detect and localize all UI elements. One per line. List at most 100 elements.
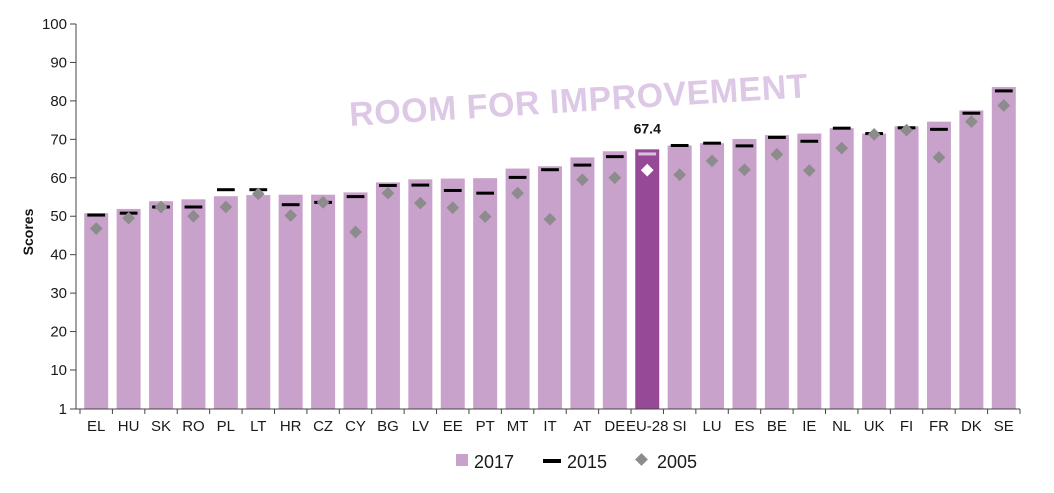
y-tick-label: 70 bbox=[50, 131, 67, 148]
marker-2005-hr bbox=[284, 209, 298, 222]
marker-2015-de bbox=[605, 155, 624, 159]
marker-2015-si bbox=[670, 143, 689, 147]
x-tick-label: SE bbox=[994, 418, 1014, 435]
x-tick-label: BG bbox=[377, 418, 399, 435]
marker-2015-ro bbox=[184, 205, 203, 209]
x-tick-label: EE bbox=[443, 418, 463, 435]
y-tick-label: 40 bbox=[50, 247, 67, 264]
legend-label-2005: 2005 bbox=[657, 452, 697, 472]
bar-si bbox=[667, 145, 692, 410]
y-tick-label: 80 bbox=[50, 93, 67, 110]
bar-at bbox=[570, 157, 595, 409]
bar-hr bbox=[278, 194, 303, 409]
marker-2015-pl bbox=[216, 188, 235, 192]
marker-2015-fr bbox=[930, 127, 948, 131]
x-tick-label: CZ bbox=[313, 418, 333, 435]
x-tick-label: DE bbox=[604, 418, 625, 435]
y-tick-label: 1 bbox=[59, 401, 67, 418]
x-tick-label: NL bbox=[832, 418, 851, 435]
x-axis: EL HU SK RO PL LT HR CZ CY BG LV EE PT MT IT AT DE EU-28 S… bbox=[76, 408, 1021, 435]
y-tick-label: 90 bbox=[50, 54, 67, 71]
x-tick-label: LT bbox=[250, 418, 266, 435]
bar-de bbox=[602, 151, 627, 410]
legend-label-2015: 2015 bbox=[567, 452, 607, 472]
y-axis-label: Scores bbox=[20, 208, 36, 255]
bar-sk bbox=[149, 201, 174, 409]
marker-2015-es bbox=[735, 144, 754, 148]
bar-nl bbox=[829, 128, 854, 409]
marker-2015-pt bbox=[476, 191, 495, 195]
y-tick-label: 100 bbox=[42, 16, 67, 33]
y-tick-label: 50 bbox=[50, 208, 67, 225]
x-tick-label: HU bbox=[118, 418, 140, 435]
x-tick-label: HR bbox=[280, 418, 302, 435]
bar-hu bbox=[116, 208, 141, 409]
y-tick-label: 10 bbox=[50, 362, 67, 379]
x-tick-label: MT bbox=[507, 418, 529, 435]
x-tick-label: FR bbox=[929, 418, 949, 435]
x-tick-label: PT bbox=[476, 418, 495, 435]
bar-es bbox=[732, 138, 757, 409]
marker-2005-cz bbox=[316, 196, 330, 209]
bar-cy bbox=[343, 192, 368, 409]
bar-mt bbox=[505, 168, 530, 409]
bar-it bbox=[538, 166, 562, 409]
bar-lt bbox=[246, 195, 271, 409]
marker-2015-it bbox=[541, 168, 559, 172]
marker-2005-hu bbox=[122, 211, 135, 225]
annotation-room-for-improvement: ROOM FOR IMPROVEMENT bbox=[348, 67, 809, 134]
bars-2017 bbox=[84, 87, 1016, 410]
marker-2005-pl bbox=[219, 200, 233, 214]
marker-2005-lv bbox=[413, 196, 427, 210]
x-tick-label: SI bbox=[673, 418, 687, 435]
x-tick-label: PL bbox=[217, 418, 235, 435]
y-tick-label: 30 bbox=[50, 285, 67, 302]
bar-ro bbox=[181, 199, 206, 409]
y-tick-label: 60 bbox=[50, 170, 67, 187]
marker-2015-dk bbox=[962, 111, 981, 115]
legend-swatch-2017 bbox=[456, 454, 468, 466]
x-tick-label: BE bbox=[767, 418, 787, 435]
y-tick-label: 20 bbox=[50, 324, 67, 341]
marker-2015-ie bbox=[800, 139, 819, 143]
marker-2015-nl bbox=[832, 126, 851, 130]
x-tick-label: FI bbox=[900, 418, 913, 435]
x-tick-label: EU-28 bbox=[626, 418, 669, 435]
marker-2005-el bbox=[89, 222, 103, 235]
x-tick-label: LV bbox=[412, 418, 429, 435]
bar-eu-28 bbox=[635, 149, 660, 409]
legend-swatch-2015 bbox=[543, 459, 561, 463]
bar-fr bbox=[926, 121, 951, 409]
marker-2005-ee bbox=[446, 201, 460, 215]
marker-2015-be bbox=[768, 135, 786, 139]
x-tick-label: RO bbox=[182, 418, 205, 435]
marker-2015-at bbox=[573, 163, 592, 167]
marker-2015-hr bbox=[281, 203, 300, 207]
bar-be bbox=[764, 135, 789, 410]
marker-2005-pt bbox=[478, 210, 492, 223]
x-tick-label: AT bbox=[573, 418, 591, 435]
bar-fi bbox=[894, 126, 919, 410]
legend-swatch-2005 bbox=[635, 453, 648, 466]
legend-label-2017: 2017 bbox=[474, 452, 514, 472]
x-tick-label: IE bbox=[802, 418, 816, 435]
bar-uk bbox=[862, 133, 887, 410]
x-tick-label: EL bbox=[87, 418, 105, 435]
eu28-data-label: 67.4 bbox=[634, 120, 661, 136]
bar-ee bbox=[440, 178, 465, 409]
bar-bg bbox=[375, 182, 400, 409]
x-tick-label: DK bbox=[961, 418, 982, 435]
marker-2015-el bbox=[87, 213, 106, 217]
marker-2005-bg bbox=[381, 186, 395, 200]
marker-2015-bg bbox=[379, 183, 397, 187]
bar-dk bbox=[959, 110, 984, 409]
bar-se bbox=[991, 87, 1016, 409]
bar-el bbox=[84, 213, 109, 409]
bar-cz bbox=[311, 194, 336, 409]
marker-2005-ro bbox=[187, 209, 200, 223]
bar-pt bbox=[473, 178, 498, 409]
bar-ie bbox=[797, 133, 822, 410]
bar-lu bbox=[700, 143, 725, 409]
marker-2015-lu bbox=[703, 141, 721, 145]
x-tick-label: CY bbox=[345, 418, 366, 435]
